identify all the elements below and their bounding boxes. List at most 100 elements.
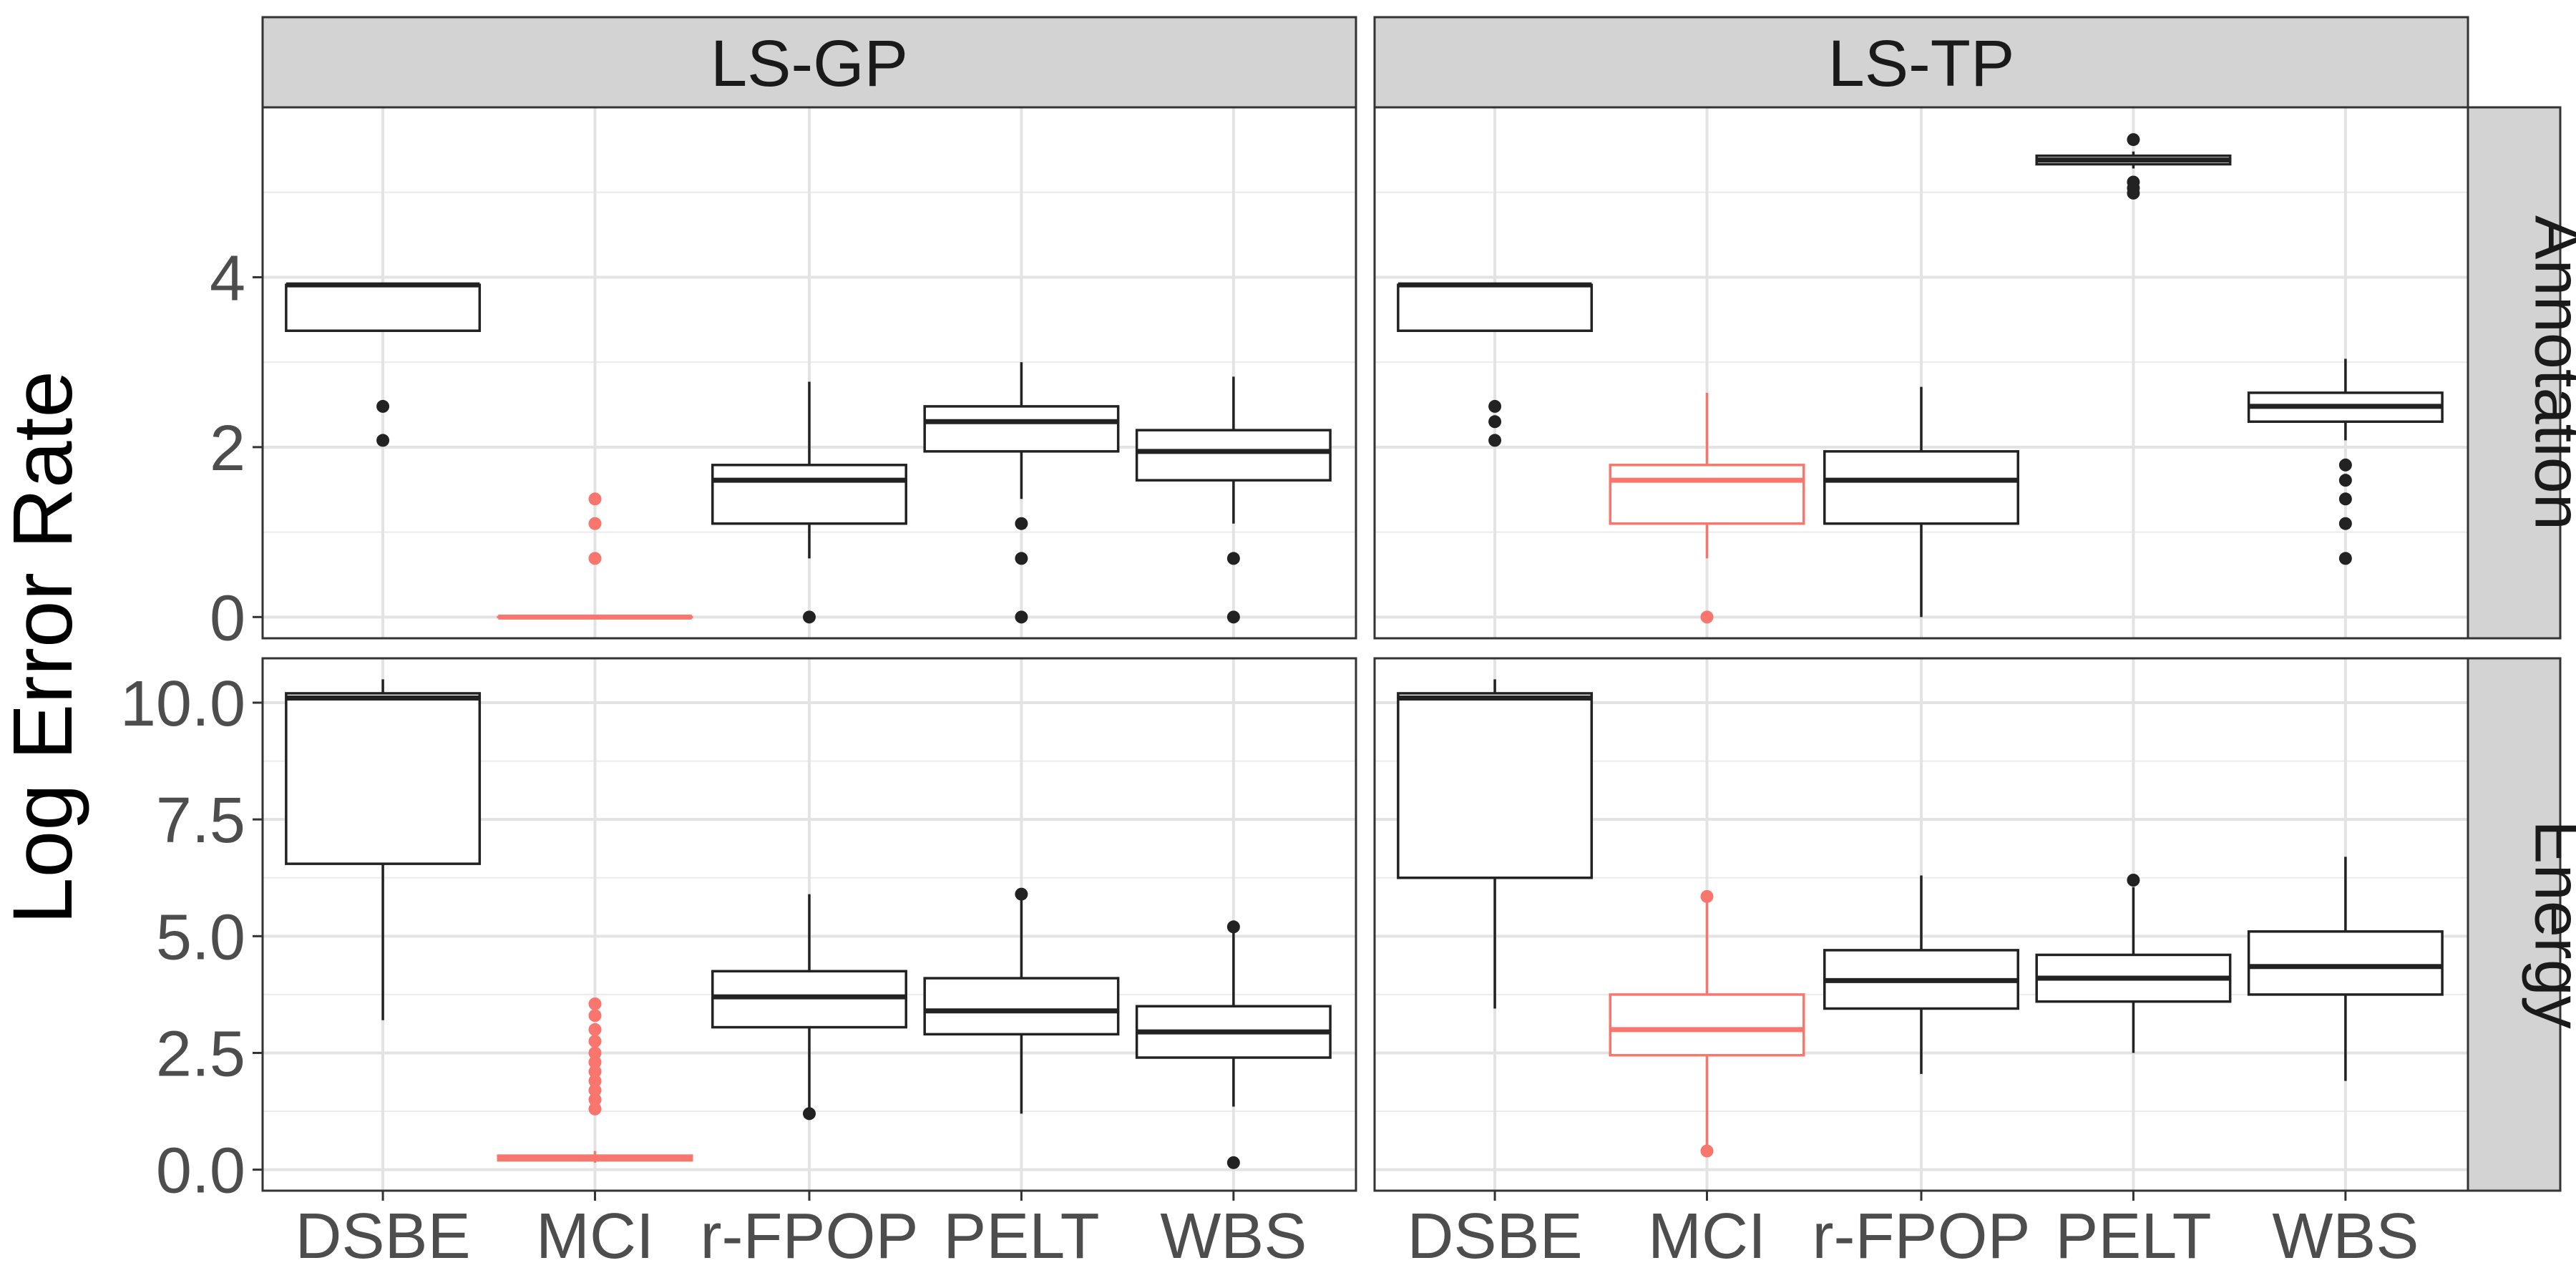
- facet-strip-label-ls-gp: LS-GP: [711, 27, 908, 100]
- box-iqr: [923, 977, 1120, 1036]
- outlier-point: [2338, 552, 2352, 565]
- panel-border: [261, 657, 1357, 1192]
- box-iqr: [285, 283, 482, 332]
- outlier-point: [1015, 887, 1028, 901]
- outlier-point: [1226, 920, 1240, 934]
- x-tick-label-mci: MCI: [536, 1201, 654, 1272]
- x-tick-label-pelt: PELT: [2055, 1201, 2211, 1272]
- y-tick-label: 0: [210, 582, 245, 654]
- outlier-point: [588, 1035, 602, 1048]
- box-iqr: [2247, 930, 2444, 996]
- boxplot-pelt: [923, 362, 1120, 624]
- boxplot-wbs: [2247, 358, 2444, 565]
- panel-ls-gp-energy: [261, 657, 1357, 1192]
- boxplot-wbs: [2247, 857, 2444, 1081]
- panel-border: [1373, 657, 2469, 1192]
- outlier-point: [588, 492, 602, 506]
- boxplot-mci: [1609, 889, 1805, 1158]
- panel-area: LS-GP LS-TP Annotation Energy 0 2 4 0.0 2.5 5.0 7.…: [120, 16, 2576, 1272]
- x-tick-label-mci: MCI: [1648, 1201, 1766, 1272]
- outlier-point: [2338, 458, 2352, 472]
- outlier-point: [376, 399, 390, 413]
- boxplot-mci: [497, 492, 693, 620]
- boxplot-dsbe: [285, 679, 482, 1020]
- outlier-point: [588, 1074, 602, 1088]
- y-tick-label: 2.5: [156, 1018, 245, 1090]
- outlier-point: [1226, 610, 1240, 624]
- outlier-point: [588, 1023, 602, 1036]
- boxplot-r-fpop: [1823, 875, 2019, 1074]
- outlier-point: [588, 1083, 602, 1097]
- outlier-point: [1700, 610, 1714, 624]
- outlier-point: [1226, 1156, 1240, 1169]
- outlier-point: [1015, 517, 1028, 530]
- box-iqr: [285, 692, 482, 865]
- boxplot-mci: [497, 997, 693, 1163]
- y-axis-title: Log Error Rate: [0, 371, 90, 924]
- outlier-point: [588, 1009, 602, 1023]
- facet-strip-ls-gp: [261, 16, 1357, 109]
- outlier-point: [1700, 1144, 1714, 1158]
- panel-border: [261, 106, 1357, 640]
- outlier-point: [376, 434, 390, 447]
- outlier-point: [588, 1046, 602, 1060]
- outlier-point: [588, 1093, 602, 1106]
- y-tick-label: 2: [210, 413, 245, 484]
- outlier-point: [1700, 889, 1714, 903]
- outlier-point: [1488, 415, 1502, 429]
- outlier-point: [2127, 133, 2140, 147]
- box-iqr: [1823, 450, 2019, 525]
- box-iqr: [1609, 464, 1805, 525]
- outlier-point: [588, 1055, 602, 1069]
- x-tick-label-r-fpop: r-FPOP: [701, 1201, 919, 1272]
- box-iqr: [1135, 429, 1332, 482]
- boxplot-dsbe: [1397, 679, 1594, 1009]
- box-iqr: [1609, 993, 1805, 1057]
- y-tick-label: 10.0: [120, 668, 245, 740]
- x-tick-label-wbs: WBS: [2272, 1201, 2419, 1272]
- outlier-point: [1015, 610, 1028, 624]
- panel-ls-gp-annotation: [261, 106, 1357, 640]
- boxplot-pelt: [2035, 874, 2232, 1053]
- x-tick-label-dsbe: DSBE: [296, 1201, 471, 1272]
- facet-strip-annotation: [2467, 106, 2562, 640]
- boxplot-r-fpop: [711, 381, 907, 624]
- box-iqr: [711, 464, 907, 525]
- x-tick-label-wbs: WBS: [1160, 1201, 1307, 1272]
- outlier-point: [2338, 492, 2352, 506]
- boxplot-mci: [1609, 392, 1805, 624]
- outlier-point: [803, 610, 816, 624]
- outlier-point: [2338, 517, 2352, 530]
- outlier-point: [588, 1102, 602, 1116]
- outlier-point: [2338, 474, 2352, 487]
- outlier-point: [1488, 434, 1502, 447]
- outlier-point: [1488, 399, 1502, 413]
- boxplot-r-fpop: [1823, 386, 2019, 618]
- box-iqr: [1397, 283, 1594, 332]
- y-tick-label: 4: [210, 243, 245, 314]
- outlier-point: [2127, 874, 2140, 887]
- outlier-point: [588, 517, 602, 530]
- y-tick-label: 0.0: [156, 1136, 245, 1207]
- boxplot-wbs: [1135, 376, 1332, 624]
- boxplot-dsbe: [1397, 282, 1594, 447]
- panel-border: [1373, 106, 2469, 640]
- outlier-point: [1015, 552, 1028, 565]
- outlier-point: [588, 1065, 602, 1078]
- x-tick-label-pelt: PELT: [943, 1201, 1099, 1272]
- boxplot-r-fpop: [711, 894, 907, 1121]
- y-tick-label: 7.5: [156, 785, 245, 857]
- outlier-point: [588, 552, 602, 565]
- facet-strip-energy: [2467, 657, 2562, 1192]
- facet-strip-label-energy: Energy: [2522, 820, 2576, 1029]
- outlier-point: [803, 1107, 816, 1121]
- facet-strip-ls-tp: [1373, 16, 2469, 109]
- outlier-point: [1226, 552, 1240, 565]
- x-tick-label-r-fpop: r-FPOP: [1813, 1201, 2031, 1272]
- boxplot-pelt: [2035, 133, 2232, 200]
- facet-strip-label-ls-tp: LS-TP: [1828, 27, 2015, 100]
- box-iqr: [1397, 692, 1594, 879]
- boxplot-pelt: [923, 887, 1120, 1114]
